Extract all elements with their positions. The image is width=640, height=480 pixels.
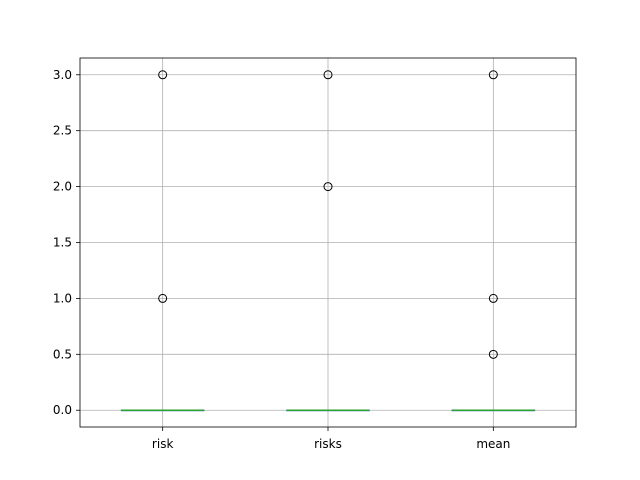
box-risk xyxy=(120,70,205,412)
flier-point xyxy=(488,293,498,303)
boxes xyxy=(120,70,536,412)
x-axis: risk risks mean xyxy=(152,427,510,451)
y-tick-label: 2.5 xyxy=(53,124,72,138)
grid-lines xyxy=(80,58,576,427)
flier-point xyxy=(323,70,333,80)
y-axis: 0.0 0.5 1.0 1.5 2.0 2.5 3.0 xyxy=(53,68,80,417)
y-tick-label: 1.5 xyxy=(53,236,72,250)
flier-point xyxy=(488,70,498,80)
x-tick-label: risk xyxy=(152,437,174,451)
box-mean xyxy=(451,70,536,412)
y-tick-label: 1.0 xyxy=(53,291,72,305)
flier-point xyxy=(158,293,168,303)
flier-point xyxy=(488,349,498,359)
flier-point xyxy=(323,182,333,192)
x-tick-label: mean xyxy=(476,437,510,451)
y-tick-label: 0.5 xyxy=(53,347,72,361)
y-tick-label: 0.0 xyxy=(53,403,72,417)
x-tick-label: risks xyxy=(314,437,342,451)
y-tick-label: 3.0 xyxy=(53,68,72,82)
flier-point xyxy=(158,70,168,80)
y-tick-label: 2.0 xyxy=(53,180,72,194)
box-risks xyxy=(286,70,370,412)
